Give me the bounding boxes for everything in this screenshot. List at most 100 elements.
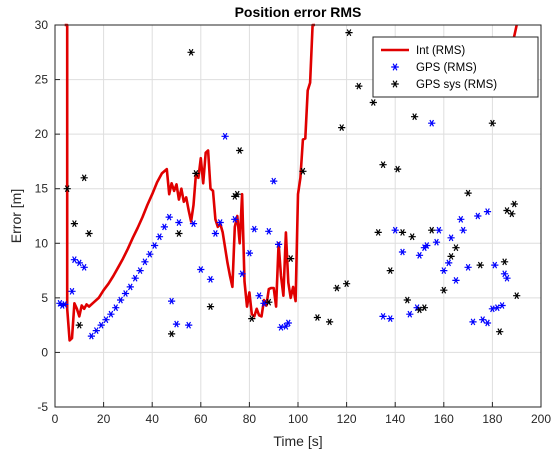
data-point: [447, 252, 455, 260]
data-point: [508, 210, 516, 218]
data-point: [403, 296, 411, 304]
data-point: [68, 287, 76, 295]
data-point: [265, 298, 273, 306]
plot-frame: [54, 24, 542, 408]
data-point: [474, 212, 482, 220]
data-point: [503, 207, 511, 214]
data-point: [333, 284, 341, 292]
legend-swatch-star: [391, 80, 399, 88]
legend-entry-label: GPS (RMS): [416, 62, 477, 74]
legend-box: [372, 36, 539, 98]
data-point: [165, 213, 173, 221]
y-tick-label: 0: [41, 345, 48, 359]
data-point: [117, 296, 125, 304]
data-point: [236, 147, 244, 154]
data-point: [343, 280, 351, 288]
data-point: [75, 259, 83, 267]
data-point: [197, 266, 205, 273]
data-point: [151, 242, 159, 249]
data-point: [447, 234, 455, 242]
data-point: [464, 263, 472, 271]
data-point: [411, 113, 419, 121]
data-point: [391, 226, 399, 234]
data-point: [476, 261, 484, 269]
data-point: [131, 274, 139, 282]
data-point: [97, 321, 105, 329]
data-point: [398, 248, 407, 256]
x-tick-label: 200: [531, 412, 551, 426]
y-tick-label: 30: [35, 18, 49, 32]
x-tick-label: 60: [194, 412, 208, 426]
data-point: [187, 48, 195, 56]
data-point: [420, 304, 428, 312]
data-point: [277, 323, 285, 331]
data-point: [260, 299, 268, 307]
data-point: [175, 219, 183, 226]
data-point: [432, 238, 441, 246]
data-point: [136, 267, 144, 275]
y-tick-label: 5: [41, 291, 48, 305]
series-gps-sys-rms: [63, 29, 521, 338]
data-point: [435, 226, 443, 234]
data-point: [488, 305, 496, 313]
y-tick-labels: -5 0 5 10 15 20 25 30: [35, 18, 49, 414]
data-point: [299, 167, 307, 175]
data-point: [192, 170, 200, 177]
series-line-int-rms: [64, 23, 315, 342]
data-point: [479, 316, 487, 324]
data-point: [428, 119, 436, 127]
data-point: [374, 228, 382, 236]
y-tick-label: -5: [37, 400, 48, 414]
data-point: [255, 292, 263, 300]
data-point: [406, 310, 414, 318]
y-axis-label: Error [m]: [8, 189, 24, 243]
data-point: [464, 189, 472, 197]
x-tick-label: 120: [337, 412, 357, 426]
data-point: [248, 315, 256, 323]
data-point: [440, 267, 448, 275]
data-point: [415, 306, 424, 314]
data-point: [379, 312, 387, 320]
x-axis-label: Time [s]: [273, 433, 322, 449]
data-point: [423, 242, 431, 249]
data-point: [496, 328, 504, 336]
y-tick-label: 10: [35, 236, 49, 250]
data-point: [189, 220, 198, 228]
x-tick-label: 40: [146, 412, 160, 426]
data-point: [500, 270, 509, 278]
data-point: [326, 318, 334, 326]
data-point: [206, 275, 215, 283]
data-point: [58, 302, 66, 309]
data-point: [172, 320, 181, 328]
data-point: [386, 267, 394, 275]
series-layer: [56, 23, 521, 342]
data-point: [275, 240, 283, 248]
legend-entry-label: GPS sys (RMS): [416, 79, 497, 91]
data-point: [483, 208, 492, 216]
data-point: [141, 258, 149, 266]
data-point: [206, 303, 215, 311]
data-point: [107, 310, 115, 318]
x-tick-label: 80: [243, 412, 257, 426]
data-point: [185, 321, 193, 329]
data-point: [355, 82, 363, 90]
series-gps-rms: [56, 76, 511, 340]
data-point: [428, 226, 436, 234]
data-point: [445, 259, 453, 267]
data-point: [216, 219, 224, 226]
data-point: [70, 220, 78, 228]
x-tick-label: 160: [434, 412, 454, 426]
data-point: [160, 223, 168, 231]
data-point: [168, 297, 176, 305]
data-point: [386, 315, 394, 323]
data-point: [80, 263, 88, 271]
data-point: [345, 29, 353, 37]
data-point: [491, 261, 499, 269]
data-point: [313, 314, 321, 321]
data-point: [70, 256, 78, 264]
y-tick-label: 20: [35, 127, 49, 141]
data-point: [155, 233, 164, 241]
data-point: [394, 165, 402, 173]
